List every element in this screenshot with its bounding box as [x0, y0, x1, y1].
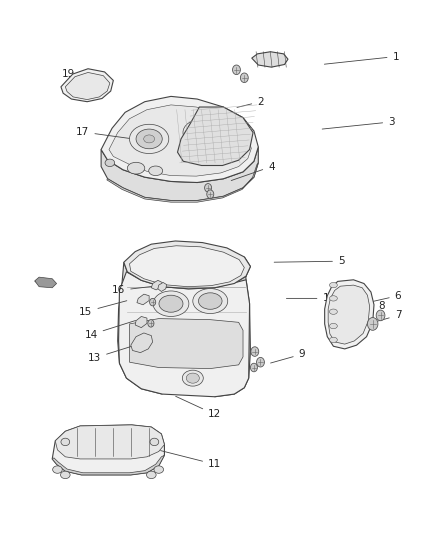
Ellipse shape: [186, 373, 199, 383]
Polygon shape: [109, 105, 251, 176]
Polygon shape: [101, 147, 258, 200]
Circle shape: [207, 190, 214, 198]
Ellipse shape: [183, 119, 220, 146]
Polygon shape: [61, 69, 113, 102]
Ellipse shape: [193, 288, 228, 313]
Circle shape: [257, 358, 265, 367]
Text: 7: 7: [378, 310, 401, 321]
Text: 3: 3: [322, 117, 395, 129]
Circle shape: [240, 73, 248, 83]
Ellipse shape: [154, 466, 163, 473]
Text: 15: 15: [79, 301, 127, 317]
Text: 10: 10: [286, 293, 336, 303]
Circle shape: [150, 298, 155, 306]
Circle shape: [376, 310, 385, 321]
Text: 19: 19: [62, 69, 93, 83]
Polygon shape: [151, 280, 162, 290]
Polygon shape: [35, 277, 57, 288]
Text: 2: 2: [237, 96, 264, 108]
Ellipse shape: [197, 129, 206, 136]
Ellipse shape: [329, 282, 337, 288]
Polygon shape: [177, 107, 253, 165]
Text: 8: 8: [370, 301, 385, 311]
Polygon shape: [328, 285, 370, 344]
Polygon shape: [137, 294, 149, 305]
Circle shape: [367, 318, 378, 330]
Ellipse shape: [150, 438, 159, 446]
Polygon shape: [52, 455, 164, 475]
Text: 16: 16: [112, 286, 152, 295]
Polygon shape: [158, 282, 166, 292]
Ellipse shape: [61, 438, 70, 446]
Circle shape: [233, 65, 240, 75]
Ellipse shape: [127, 163, 145, 174]
Polygon shape: [252, 52, 288, 67]
Polygon shape: [107, 163, 258, 202]
Text: 12: 12: [176, 397, 221, 419]
Polygon shape: [101, 96, 258, 182]
Polygon shape: [215, 257, 251, 397]
Polygon shape: [131, 333, 152, 353]
Ellipse shape: [198, 293, 222, 309]
Ellipse shape: [182, 370, 203, 386]
Ellipse shape: [329, 309, 337, 314]
Ellipse shape: [329, 337, 337, 343]
Polygon shape: [135, 317, 147, 328]
Ellipse shape: [144, 135, 155, 143]
Text: 4: 4: [231, 161, 275, 181]
Ellipse shape: [153, 291, 189, 317]
Circle shape: [205, 183, 212, 192]
Text: 1: 1: [325, 52, 399, 64]
Polygon shape: [65, 72, 110, 100]
Ellipse shape: [159, 295, 183, 312]
Ellipse shape: [60, 471, 70, 479]
Text: 13: 13: [88, 344, 138, 363]
Text: 9: 9: [271, 349, 305, 363]
Ellipse shape: [329, 324, 337, 329]
Ellipse shape: [329, 296, 337, 301]
Ellipse shape: [136, 129, 162, 149]
Ellipse shape: [189, 124, 214, 142]
Text: 17: 17: [76, 127, 142, 140]
Polygon shape: [118, 262, 162, 394]
Circle shape: [148, 320, 154, 327]
Ellipse shape: [147, 471, 156, 479]
Text: 6: 6: [370, 290, 401, 302]
Circle shape: [251, 364, 258, 372]
Polygon shape: [130, 319, 243, 368]
Text: 5: 5: [274, 256, 345, 266]
Polygon shape: [124, 241, 251, 289]
Text: 14: 14: [85, 320, 136, 340]
Ellipse shape: [53, 466, 62, 473]
Polygon shape: [55, 425, 164, 459]
Polygon shape: [52, 425, 164, 475]
Ellipse shape: [149, 166, 162, 175]
Ellipse shape: [130, 124, 169, 154]
Ellipse shape: [105, 159, 115, 166]
Polygon shape: [130, 246, 244, 287]
Circle shape: [251, 347, 259, 357]
Polygon shape: [325, 280, 374, 349]
Text: 11: 11: [161, 450, 221, 469]
Polygon shape: [119, 272, 250, 397]
